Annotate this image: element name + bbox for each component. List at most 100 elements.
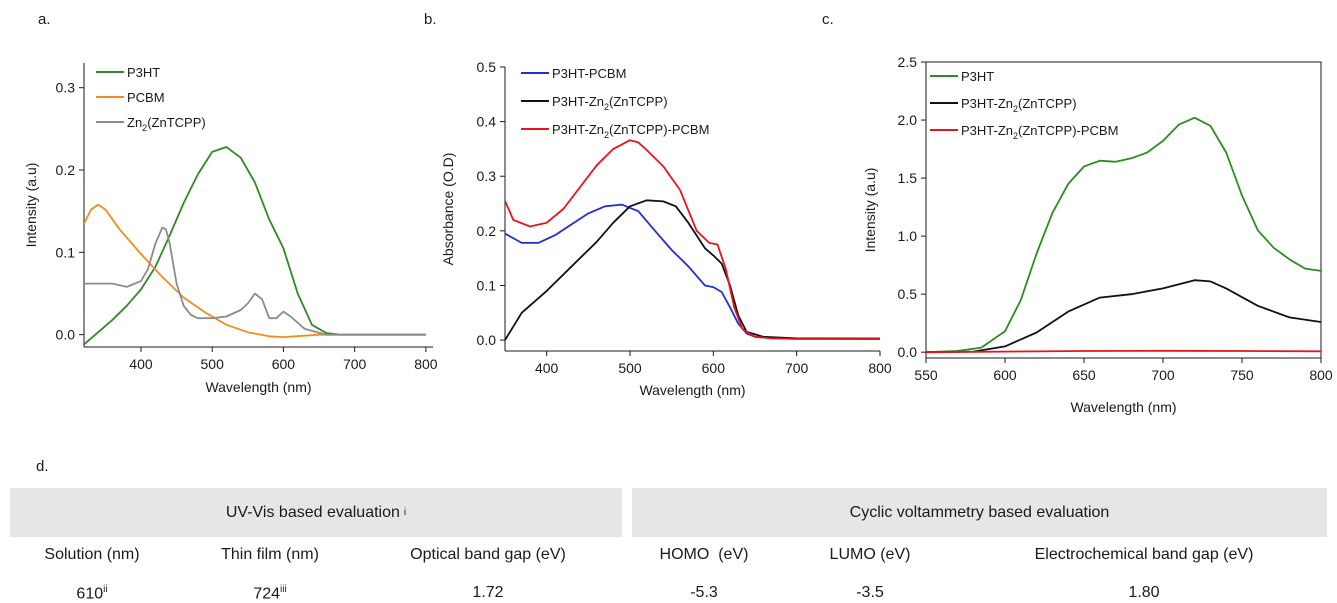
y-tick-label: 0.0 bbox=[477, 332, 497, 348]
y-tick-label: 0.1 bbox=[56, 244, 76, 260]
legend-label-part: (ZnTCPP)-PCBM bbox=[609, 122, 709, 137]
legend-label-part: (ZnTCPP) bbox=[147, 115, 206, 130]
value-thin-film-text: 724 bbox=[253, 585, 281, 603]
cv-header: Cyclic voltammetry based evaluation bbox=[632, 488, 1327, 537]
y-tick-label: 0.5 bbox=[898, 286, 918, 302]
x-tick-label: 400 bbox=[535, 360, 559, 376]
x-tick-label: 800 bbox=[1309, 367, 1333, 383]
panel-d-table: d. UV-Vis based evaluation i Cyclic volta… bbox=[0, 458, 1337, 603]
series-line bbox=[505, 139, 880, 340]
legend-label-part: P3HT-Zn bbox=[552, 122, 604, 137]
value-homo: -5.3 bbox=[690, 584, 718, 601]
x-tick-label: 700 bbox=[785, 360, 809, 376]
legend-label-part: P3HT-PCBM bbox=[552, 66, 626, 81]
col-header-homo: HOMO (eV) bbox=[659, 546, 749, 563]
cv-header-text: Cyclic voltammetry based evaluation bbox=[849, 503, 1110, 521]
col-header-solution: Solution (nm) bbox=[44, 546, 140, 563]
legend-label-part: Zn bbox=[127, 115, 142, 130]
value-solution-text: 610 bbox=[76, 585, 104, 603]
series-line bbox=[84, 146, 426, 346]
panel-label-a: a. bbox=[38, 11, 51, 28]
series-line bbox=[505, 199, 880, 341]
series-line bbox=[505, 203, 880, 340]
legend-label-part: P3HT bbox=[961, 69, 994, 84]
x-tick-label: 750 bbox=[1230, 367, 1254, 383]
legend-label-part: 2 bbox=[1013, 104, 1018, 114]
x-tick-label: 650 bbox=[1072, 367, 1096, 383]
value-solution-sup: ii bbox=[103, 584, 108, 595]
y-tick-label: 0.2 bbox=[477, 223, 497, 239]
col-header-lumo: LUMO (eV) bbox=[829, 546, 911, 563]
uv-vis-header-sup: i bbox=[403, 507, 407, 518]
x-tick-label: 700 bbox=[1151, 367, 1175, 383]
x-tick-label: 500 bbox=[201, 356, 225, 372]
y-tick-label: 0.3 bbox=[477, 168, 497, 184]
uv-vis-header: UV-Vis based evaluation i bbox=[10, 488, 622, 537]
y-tick-label: 1.5 bbox=[898, 170, 918, 186]
col-header-thin-film: Thin film (nm) bbox=[221, 546, 319, 563]
chart-a: 400 500 600 700 800 0.0 0.1 0.2 0.3 Wavelength (n… bbox=[23, 63, 438, 395]
series-line bbox=[926, 116, 1321, 354]
value-thin-film-sup: iii bbox=[280, 584, 287, 595]
value-thin-film: 724iii bbox=[253, 584, 286, 603]
x-tick-label: 600 bbox=[993, 367, 1017, 383]
col-header-electrochemical-band-gap: Electrochemical band gap (eV) bbox=[1034, 546, 1254, 563]
col-header-optical-band-gap: Optical band gap (eV) bbox=[410, 546, 566, 563]
legend-label-part: P3HT-Zn bbox=[961, 96, 1013, 111]
value-optical-band-gap: 1.72 bbox=[472, 584, 504, 601]
x-tick-label: 400 bbox=[129, 356, 153, 372]
legend-label: P3HT bbox=[127, 65, 160, 80]
legend-label: P3HT-Zn2(ZnTCPP) bbox=[552, 94, 668, 112]
y-tick-label: 2.0 bbox=[898, 112, 918, 128]
panel-label-c: c. bbox=[822, 11, 834, 28]
x-axis-title: Wavelength (nm) bbox=[1070, 399, 1176, 415]
legend-label-part: P3HT bbox=[127, 65, 160, 80]
series-line bbox=[926, 349, 1321, 354]
y-tick-label: 0.5 bbox=[477, 59, 497, 75]
series-line bbox=[84, 203, 426, 338]
legend-label-part: 2 bbox=[1013, 131, 1018, 141]
x-tick-label: 700 bbox=[343, 356, 367, 372]
legend-label: PCBM bbox=[127, 90, 165, 105]
x-tick-label: 800 bbox=[414, 356, 438, 372]
figure-canvas: a. b. c. 400 500 600 700 800 0.0 0.1 0.2 0.3 Wave… bbox=[23, 11, 1333, 415]
chart-c: 550 600 650 700 750 800 0.0 0.5 1.0 1.5 2.0 2.5 Wave… bbox=[862, 54, 1333, 415]
legend-label-part: 2 bbox=[604, 130, 609, 140]
series-line bbox=[84, 226, 426, 336]
x-axis-title: Wavelength (nm) bbox=[205, 379, 311, 395]
legend-label-part: (ZnTCPP)-PCBM bbox=[1018, 123, 1118, 138]
plot-frame bbox=[925, 61, 1322, 359]
value-electrochemical-band-gap: 1.80 bbox=[1128, 584, 1160, 601]
x-tick-label: 500 bbox=[618, 360, 642, 376]
y-tick-label: 0.0 bbox=[898, 344, 918, 360]
y-axis-title: Intensity (a.u) bbox=[862, 168, 878, 253]
legend-label: P3HT-Zn2(ZnTCPP)-PCBM bbox=[552, 122, 709, 140]
y-tick-label: 2.5 bbox=[898, 54, 918, 70]
y-tick-label: 0.4 bbox=[477, 114, 497, 130]
series-line bbox=[926, 279, 1321, 354]
y-axis-title: Absorbance (O.D) bbox=[440, 153, 456, 266]
legend-label-part: 2 bbox=[142, 123, 147, 133]
value-solution: 610ii bbox=[76, 584, 107, 603]
y-tick-label: 0.0 bbox=[56, 327, 76, 343]
y-tick-label: 1.0 bbox=[898, 228, 918, 244]
y-axis-title: Intensity (a.u) bbox=[23, 163, 39, 248]
legend-label: P3HT-PCBM bbox=[552, 66, 626, 81]
value-lumo: -3.5 bbox=[856, 584, 884, 601]
legend-label-part: (ZnTCPP) bbox=[1018, 96, 1077, 111]
x-tick-label: 550 bbox=[914, 367, 938, 383]
chart-b: 400 500 600 700 800 0.0 0.1 0.2 0.3 0.4 0.5 Wavelen… bbox=[440, 59, 892, 398]
y-tick-label: 0.3 bbox=[56, 80, 76, 96]
legend-label: P3HT bbox=[961, 69, 994, 84]
panel-label-d: d. bbox=[36, 458, 49, 475]
legend-label: P3HT-Zn2(ZnTCPP)-PCBM bbox=[961, 123, 1118, 141]
legend-label-part: PCBM bbox=[127, 90, 165, 105]
legend-label-part: 2 bbox=[604, 102, 609, 112]
legend-label: Zn2(ZnTCPP) bbox=[127, 115, 206, 133]
y-tick-label: 0.1 bbox=[477, 277, 497, 293]
legend-label-part: P3HT-Zn bbox=[552, 94, 604, 109]
y-tick-label: 0.2 bbox=[56, 162, 76, 178]
x-tick-label: 600 bbox=[272, 356, 296, 372]
uv-vis-header-text: UV-Vis based evaluation bbox=[225, 503, 400, 521]
legend-label-part: (ZnTCPP) bbox=[609, 94, 668, 109]
